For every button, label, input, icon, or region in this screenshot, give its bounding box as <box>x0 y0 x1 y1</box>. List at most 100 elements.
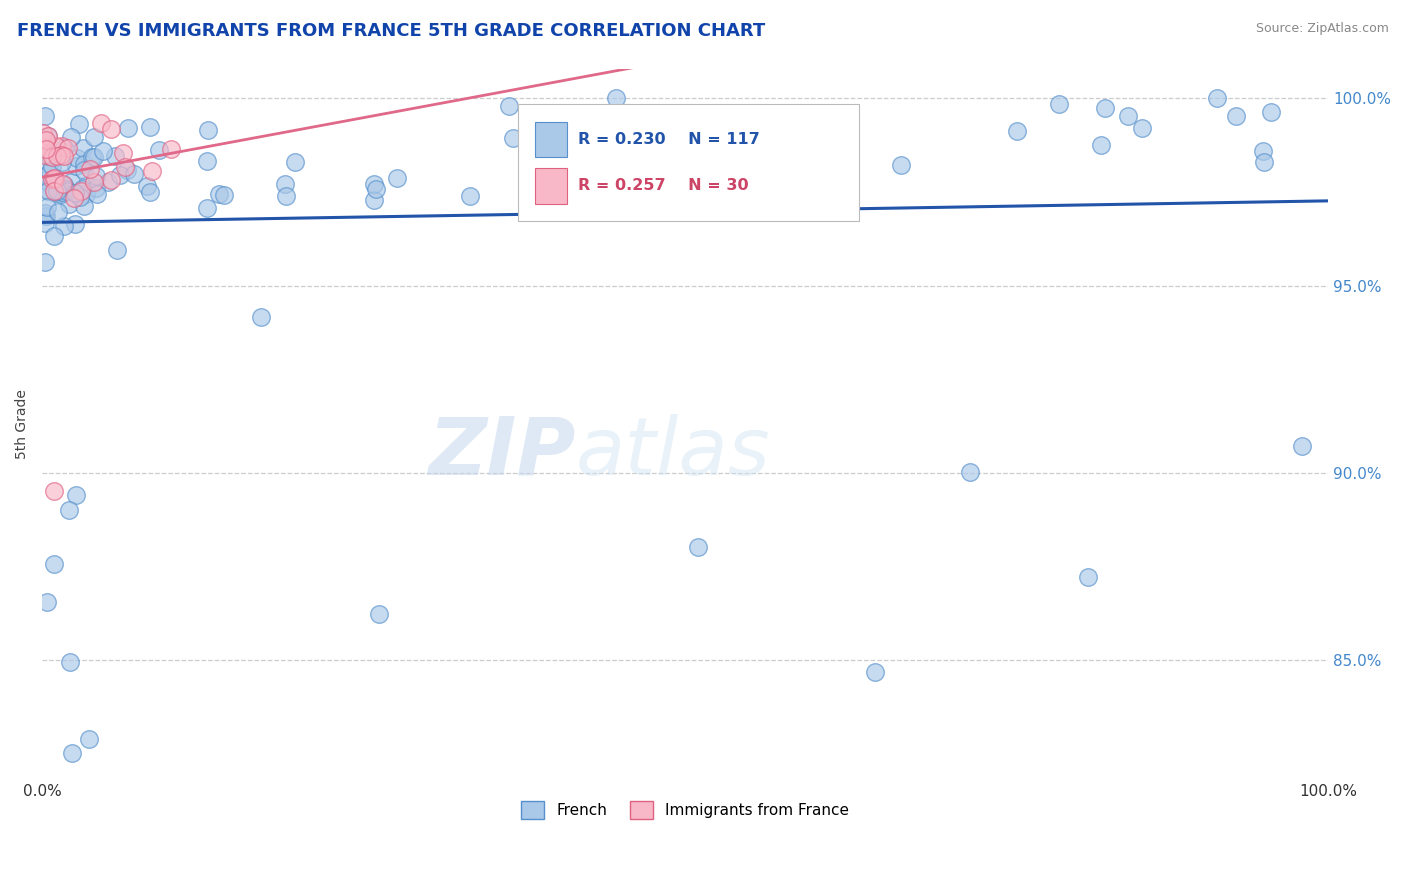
Point <box>1253 155 1275 169</box>
Point <box>1251 144 1274 158</box>
Point <box>32 126 55 140</box>
Text: ZIP: ZIP <box>429 414 576 491</box>
Point <box>37 128 59 143</box>
Point <box>32 139 55 153</box>
Point <box>52 177 75 191</box>
Point <box>55 184 77 198</box>
Point <box>34 109 56 123</box>
Point <box>122 167 145 181</box>
Point <box>65 488 87 502</box>
Bar <box>534 122 567 157</box>
Point <box>1205 91 1227 105</box>
Point <box>688 540 710 554</box>
Point <box>35 142 58 156</box>
Point <box>195 153 218 168</box>
Point <box>69 190 91 204</box>
Point <box>39 165 62 179</box>
Point <box>65 152 87 166</box>
Point <box>250 310 273 324</box>
Point <box>46 184 69 198</box>
Point <box>49 187 72 202</box>
Point <box>44 184 66 198</box>
Point <box>274 178 297 192</box>
Point <box>72 199 94 213</box>
Point <box>702 156 724 170</box>
Point <box>1077 570 1099 584</box>
Point <box>766 143 789 157</box>
Point <box>32 148 55 162</box>
Point <box>84 181 107 195</box>
Point <box>51 148 73 162</box>
Point <box>959 465 981 479</box>
Point <box>44 484 66 499</box>
Point <box>46 205 69 219</box>
Point <box>60 175 83 189</box>
Point <box>70 182 93 196</box>
Text: FRENCH VS IMMIGRANTS FROM FRANCE 5TH GRADE CORRELATION CHART: FRENCH VS IMMIGRANTS FROM FRANCE 5TH GRA… <box>17 22 765 40</box>
Point <box>35 209 58 223</box>
Point <box>58 196 80 211</box>
Point <box>107 244 129 258</box>
Point <box>100 172 122 186</box>
Point <box>385 171 408 186</box>
Point <box>34 216 56 230</box>
Point <box>41 159 63 173</box>
Point <box>56 140 79 154</box>
Point <box>540 168 562 182</box>
Text: R = 0.230    N = 117: R = 0.230 N = 117 <box>578 132 761 147</box>
Point <box>76 187 98 202</box>
Text: R = 0.257    N = 30: R = 0.257 N = 30 <box>578 178 749 194</box>
Point <box>34 206 56 220</box>
Point <box>55 181 77 195</box>
Point <box>79 162 101 177</box>
Point <box>800 135 823 149</box>
Point <box>34 173 56 187</box>
Point <box>44 186 66 200</box>
Point <box>583 133 606 147</box>
Point <box>44 558 66 572</box>
Point <box>100 121 122 136</box>
Point <box>63 186 86 200</box>
Point <box>73 163 96 178</box>
Point <box>1090 137 1112 152</box>
Point <box>76 178 98 193</box>
Point <box>208 187 231 202</box>
Point <box>1005 124 1028 138</box>
Point <box>41 151 63 165</box>
Point <box>62 746 84 760</box>
Point <box>1132 120 1154 135</box>
Point <box>51 185 73 199</box>
Point <box>138 185 160 199</box>
Point <box>69 185 91 199</box>
Point <box>83 129 105 144</box>
Point <box>37 128 59 143</box>
Bar <box>534 169 567 203</box>
Point <box>640 162 662 177</box>
Point <box>44 228 66 243</box>
Point <box>458 188 481 202</box>
Point <box>195 201 218 215</box>
Text: atlas: atlas <box>576 414 770 491</box>
Point <box>38 178 60 192</box>
Point <box>141 163 163 178</box>
Point <box>643 179 665 194</box>
Point <box>1291 439 1313 453</box>
Point <box>45 138 67 153</box>
Point <box>77 731 100 746</box>
Point <box>531 168 554 182</box>
Point <box>37 200 59 214</box>
Point <box>58 655 80 669</box>
Point <box>53 149 76 163</box>
Point <box>730 112 752 127</box>
Point <box>41 171 63 186</box>
Point <box>97 175 120 189</box>
Legend: French, Immigrants from France: French, Immigrants from France <box>515 795 855 825</box>
Point <box>51 138 73 153</box>
Point <box>65 217 87 231</box>
Point <box>82 150 104 164</box>
Point <box>46 148 69 162</box>
Point <box>837 179 859 194</box>
FancyBboxPatch shape <box>517 104 859 221</box>
Point <box>138 120 160 134</box>
Point <box>546 112 568 127</box>
